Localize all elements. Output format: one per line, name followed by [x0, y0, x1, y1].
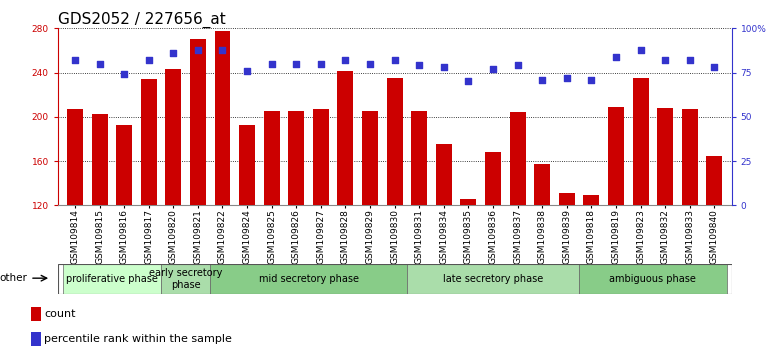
- Bar: [362, 111, 378, 205]
- Bar: [215, 30, 230, 205]
- Text: other: other: [0, 273, 27, 283]
- Point: [216, 47, 229, 52]
- Bar: [141, 79, 157, 205]
- Point: [610, 54, 622, 59]
- Bar: [263, 111, 280, 205]
- Bar: [31, 332, 41, 346]
- Point: [585, 77, 598, 82]
- Bar: [436, 144, 452, 205]
- Point: [315, 61, 327, 67]
- Point: [192, 47, 204, 52]
- Point: [388, 57, 400, 63]
- Bar: [387, 78, 403, 205]
- Point: [536, 77, 548, 82]
- Bar: [584, 195, 599, 205]
- Point: [167, 50, 179, 56]
- Point: [142, 57, 155, 63]
- Bar: [485, 152, 501, 205]
- Bar: [92, 114, 108, 205]
- Bar: [407, 264, 579, 294]
- Point: [659, 57, 671, 63]
- Bar: [657, 108, 673, 205]
- Point: [93, 61, 105, 67]
- Bar: [534, 164, 550, 205]
- Bar: [288, 111, 304, 205]
- Text: GDS2052 / 227656_at: GDS2052 / 227656_at: [58, 12, 226, 28]
- Point: [437, 64, 450, 70]
- Point: [684, 57, 696, 63]
- Text: count: count: [45, 309, 75, 319]
- Point: [364, 61, 377, 67]
- Point: [340, 57, 352, 63]
- Text: late secretory phase: late secretory phase: [443, 274, 543, 284]
- Point: [511, 63, 524, 68]
- Bar: [608, 107, 624, 205]
- Bar: [460, 199, 477, 205]
- Bar: [313, 109, 329, 205]
- Bar: [67, 109, 83, 205]
- Bar: [62, 264, 161, 294]
- Bar: [632, 78, 648, 205]
- Point: [634, 47, 647, 52]
- Point: [118, 72, 130, 77]
- Point: [561, 75, 573, 81]
- Bar: [337, 72, 353, 205]
- Point: [487, 66, 499, 72]
- Bar: [210, 264, 407, 294]
- Text: proliferative phase: proliferative phase: [66, 274, 158, 284]
- Point: [708, 64, 721, 70]
- Bar: [579, 264, 727, 294]
- Bar: [510, 113, 526, 205]
- Bar: [411, 111, 427, 205]
- Point: [241, 68, 253, 74]
- Text: early secretory
phase: early secretory phase: [149, 268, 223, 290]
- Bar: [559, 193, 574, 205]
- Bar: [161, 264, 210, 294]
- Bar: [706, 155, 722, 205]
- Text: mid secretory phase: mid secretory phase: [259, 274, 359, 284]
- Point: [69, 57, 81, 63]
- Bar: [116, 125, 132, 205]
- Bar: [190, 39, 206, 205]
- Point: [413, 63, 425, 68]
- Bar: [681, 109, 698, 205]
- Bar: [239, 125, 255, 205]
- Bar: [31, 307, 41, 321]
- Point: [266, 61, 278, 67]
- Text: ambiguous phase: ambiguous phase: [609, 274, 696, 284]
- Bar: [166, 69, 181, 205]
- Text: percentile rank within the sample: percentile rank within the sample: [45, 333, 232, 344]
- Point: [290, 61, 303, 67]
- Point: [462, 79, 474, 84]
